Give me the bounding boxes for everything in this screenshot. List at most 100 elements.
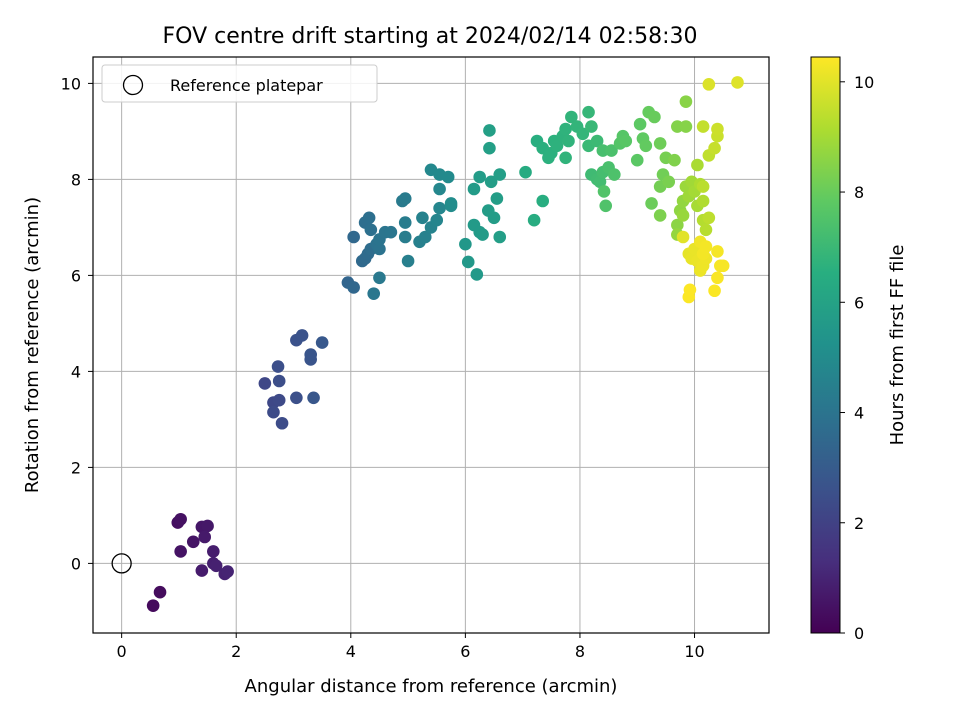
data-point bbox=[487, 211, 501, 225]
data-point bbox=[702, 78, 716, 91]
y-tick-label: 10 bbox=[61, 74, 81, 93]
data-point bbox=[398, 230, 412, 244]
data-point bbox=[593, 175, 607, 189]
data-point bbox=[198, 530, 212, 544]
x-axis-label: Angular distance from reference (arcmin) bbox=[245, 676, 618, 697]
data-point bbox=[367, 287, 381, 300]
reference-point-marker bbox=[111, 553, 132, 574]
data-point bbox=[364, 223, 378, 237]
data-point bbox=[582, 105, 595, 119]
data-point bbox=[153, 585, 167, 599]
chart-title: FOV centre drift starting at 2024/02/14 … bbox=[163, 24, 698, 49]
y-tick-label: 2 bbox=[71, 458, 81, 477]
data-point bbox=[290, 391, 303, 405]
data-point bbox=[470, 268, 484, 281]
data-point bbox=[207, 545, 220, 558]
y-tick-label: 6 bbox=[71, 266, 81, 285]
data-point bbox=[653, 209, 667, 222]
x-tick-label: 8 bbox=[575, 642, 585, 661]
legend: Reference platepar bbox=[101, 64, 378, 103]
data-point bbox=[562, 134, 575, 148]
data-point bbox=[315, 336, 329, 349]
y-tick-label: 8 bbox=[71, 170, 81, 189]
data-point bbox=[683, 283, 697, 297]
data-point bbox=[275, 416, 289, 430]
data-point bbox=[267, 405, 280, 419]
data-point bbox=[565, 110, 578, 124]
data-point bbox=[708, 141, 721, 155]
data-point bbox=[430, 213, 444, 227]
y-tick-label: 4 bbox=[71, 362, 81, 381]
data-point bbox=[696, 120, 710, 133]
data-point bbox=[559, 122, 572, 136]
data-point bbox=[441, 170, 455, 184]
data-point bbox=[258, 377, 272, 390]
scatter-points bbox=[111, 76, 744, 612]
data-point bbox=[483, 124, 496, 137]
data-point bbox=[691, 158, 704, 172]
data-point bbox=[201, 519, 214, 533]
data-point bbox=[653, 137, 667, 150]
data-point bbox=[696, 194, 710, 208]
data-point bbox=[461, 255, 475, 269]
data-point bbox=[605, 144, 618, 157]
data-point bbox=[398, 216, 412, 229]
data-point bbox=[209, 559, 223, 573]
data-point bbox=[295, 329, 309, 342]
data-point bbox=[174, 545, 187, 558]
data-point bbox=[384, 225, 398, 239]
data-point bbox=[493, 230, 507, 244]
data-point bbox=[676, 230, 690, 244]
data-point bbox=[401, 254, 415, 268]
data-point bbox=[347, 281, 360, 294]
data-point bbox=[433, 182, 446, 196]
data-point bbox=[662, 175, 676, 189]
colorbar-tick-label: 2 bbox=[854, 514, 864, 533]
data-point bbox=[272, 374, 286, 388]
data-point bbox=[272, 393, 286, 407]
data-point bbox=[271, 360, 285, 373]
data-point bbox=[398, 192, 412, 205]
colorbar-tick-label: 10 bbox=[854, 73, 874, 92]
data-point bbox=[711, 122, 724, 136]
data-point bbox=[633, 117, 647, 131]
data-point bbox=[493, 168, 507, 181]
data-point bbox=[174, 512, 187, 526]
data-point bbox=[307, 391, 320, 405]
data-point bbox=[679, 95, 693, 108]
x-tick-label: 6 bbox=[460, 642, 470, 661]
data-point bbox=[576, 127, 590, 141]
data-point bbox=[639, 139, 653, 153]
data-point bbox=[483, 141, 496, 155]
data-point bbox=[444, 197, 458, 210]
data-point bbox=[696, 180, 710, 193]
data-point bbox=[699, 240, 713, 253]
y-tick-label: 0 bbox=[71, 554, 81, 573]
x-tick-label: 2 bbox=[231, 642, 241, 661]
data-point bbox=[186, 535, 200, 549]
data-point bbox=[731, 76, 744, 89]
data-point bbox=[668, 153, 681, 167]
data-point bbox=[711, 271, 724, 285]
data-point bbox=[473, 170, 486, 184]
data-point bbox=[708, 284, 721, 298]
y-axis-label: Rotation from reference (arcmin) bbox=[22, 197, 43, 493]
data-point bbox=[676, 209, 690, 222]
data-point bbox=[559, 151, 572, 165]
data-point bbox=[599, 199, 613, 213]
colorbar-tick-label: 4 bbox=[854, 404, 864, 423]
data-point bbox=[536, 194, 550, 208]
data-point bbox=[550, 139, 564, 153]
data-point bbox=[597, 185, 611, 198]
data-point bbox=[590, 134, 604, 148]
data-point bbox=[418, 230, 432, 244]
data-point bbox=[459, 237, 472, 251]
legend-marker-open-circle bbox=[122, 74, 144, 96]
data-point bbox=[585, 120, 598, 133]
legend-label: Reference platepar bbox=[170, 76, 323, 95]
data-point bbox=[195, 564, 209, 577]
data-point bbox=[648, 110, 661, 124]
colorbar-ticks: 0 2 4 6 8 10 bbox=[840, 73, 874, 643]
data-point bbox=[699, 223, 713, 237]
